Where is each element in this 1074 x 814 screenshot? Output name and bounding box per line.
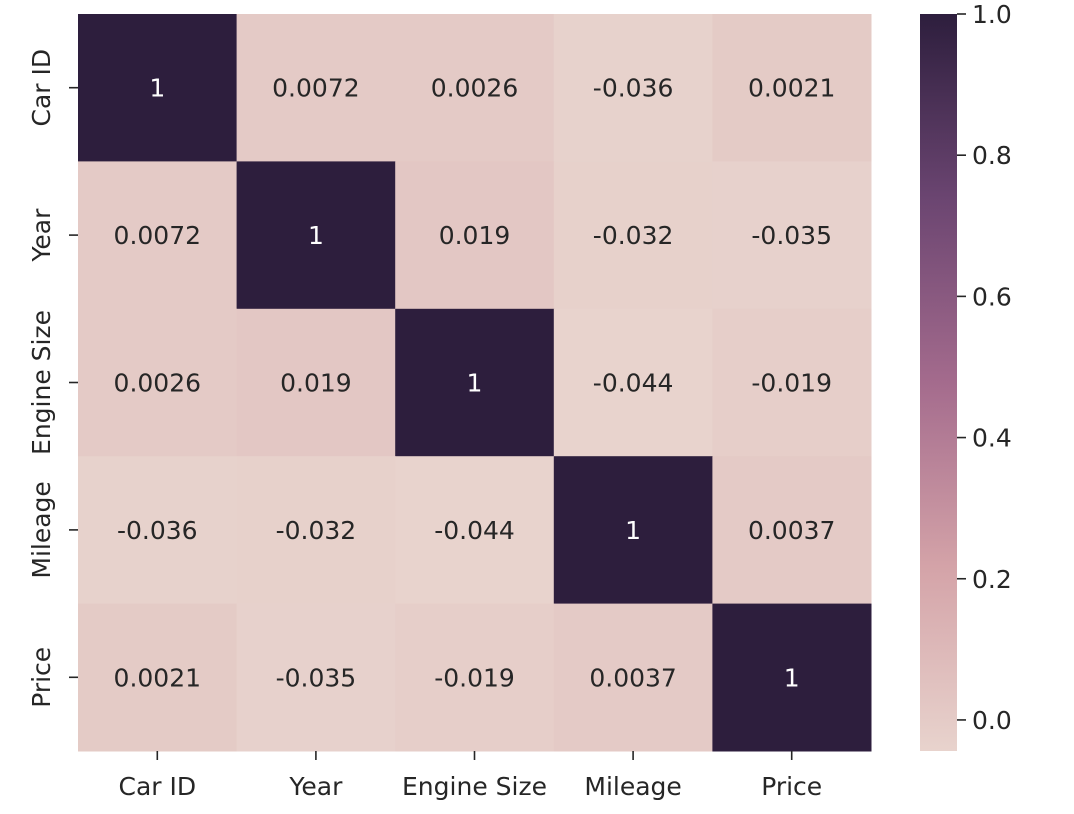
- x-axis: Car ID Year Engine Size Mileage Price: [118, 751, 822, 801]
- heatmap-cell: [712, 603, 872, 752]
- heatmap-cell: [236, 14, 396, 162]
- y-tick-label: Price: [27, 647, 56, 708]
- x-tick-label: Mileage: [584, 772, 681, 801]
- heatmap-cell: [712, 14, 872, 162]
- heatmap-annotations: 1 0.0072 0.0026 -0.036 0.0021 0.0072 1 0.019 -0.…: [114, 74, 836, 693]
- heatmap-cell: [553, 308, 713, 457]
- cell-annotation: -0.032: [593, 221, 674, 250]
- cell-annotation: 0.0037: [748, 516, 835, 545]
- cell-annotation: -0.019: [751, 369, 832, 398]
- cell-annotation: 0.0072: [114, 221, 201, 250]
- cell-annotation: 0.0021: [748, 74, 835, 103]
- heatmap-cell: [553, 161, 713, 310]
- x-tick-label: Year: [288, 772, 343, 801]
- colorbar-gradient: [920, 14, 957, 751]
- colorbar-tick-label: 1.0: [972, 0, 1012, 29]
- x-tick-label: Car ID: [118, 772, 196, 801]
- cell-annotation: -0.036: [117, 516, 198, 545]
- heatmap-cell: [712, 308, 872, 457]
- cell-annotation: -0.019: [434, 663, 515, 692]
- cell-annotation: 0.019: [439, 221, 511, 250]
- heatmap-cell: [395, 603, 555, 752]
- y-axis: Car ID Year Engine Size Mileage Price: [27, 49, 78, 708]
- cell-annotation: 0.0026: [114, 369, 201, 398]
- heatmap-cell: [78, 308, 238, 457]
- colorbar-tick-label: 0.4: [972, 424, 1012, 453]
- y-tick-label: Year: [27, 208, 56, 263]
- colorbar: 0.0 0.2 0.4 0.6 0.8 1.0: [920, 0, 1012, 751]
- heatmap-cell: [395, 456, 555, 605]
- cell-annotation: 1: [625, 516, 641, 545]
- heatmap-cell: [395, 14, 555, 162]
- colorbar-tick-label: 0.0: [972, 706, 1012, 735]
- heatmap-cell: [236, 603, 396, 752]
- cell-annotation: 1: [784, 663, 800, 692]
- x-tick-label: Price: [761, 772, 822, 801]
- y-tick-label: Car ID: [27, 49, 56, 127]
- heatmap-cell: [78, 14, 238, 162]
- cell-annotation: -0.036: [593, 74, 674, 103]
- heatmap-cells: [78, 14, 872, 752]
- cell-annotation: -0.035: [751, 221, 832, 250]
- colorbar-tick-label: 0.8: [972, 141, 1012, 170]
- cell-annotation: 1: [467, 369, 483, 398]
- heatmap-cell: [395, 308, 555, 457]
- cell-annotation: 0.0037: [589, 663, 676, 692]
- heatmap-cell: [236, 308, 396, 457]
- heatmap-cell: [78, 161, 238, 310]
- heatmap-cell: [553, 14, 713, 162]
- heatmap-cell: [395, 161, 555, 310]
- heatmap-cell: [78, 603, 238, 752]
- heatmap-cell: [236, 161, 396, 310]
- heatmap-cell: [712, 161, 872, 310]
- colorbar-tick-label: 0.2: [972, 565, 1012, 594]
- heatmap-cell: [236, 456, 396, 605]
- colorbar-tick-label: 0.6: [972, 282, 1012, 311]
- cell-annotation: 0.0021: [114, 663, 201, 692]
- heatmap-cell: [553, 603, 713, 752]
- cell-annotation: -0.032: [276, 516, 357, 545]
- cell-annotation: -0.035: [276, 663, 357, 692]
- y-tick-label: Mileage: [27, 481, 56, 578]
- y-tick-label: Engine Size: [27, 310, 56, 455]
- cell-annotation: 0.019: [280, 369, 352, 398]
- cell-annotation: 1: [149, 74, 165, 103]
- heatmap-cell: [78, 456, 238, 605]
- cell-annotation: -0.044: [593, 369, 674, 398]
- cell-annotation: 0.0026: [431, 74, 518, 103]
- heatmap-cell: [553, 456, 713, 605]
- heatmap-cell: [712, 456, 872, 605]
- cell-annotation: 1: [308, 221, 324, 250]
- cell-annotation: -0.044: [434, 516, 515, 545]
- x-tick-label: Engine Size: [402, 772, 547, 801]
- cell-annotation: 0.0072: [272, 74, 359, 103]
